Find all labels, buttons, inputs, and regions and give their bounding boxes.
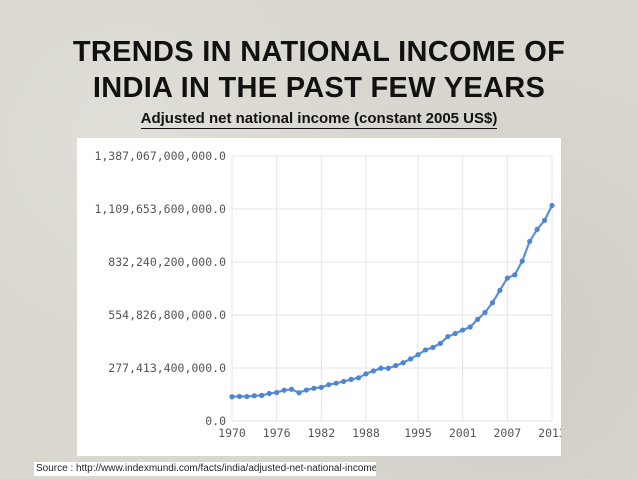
data-point xyxy=(370,368,376,374)
data-point xyxy=(460,327,466,333)
data-point xyxy=(437,340,443,347)
data-point xyxy=(281,387,287,393)
y-tick-label: 1,109,653,600,000.0 xyxy=(94,202,226,216)
data-point xyxy=(274,389,280,396)
data-point xyxy=(415,352,421,358)
data-point xyxy=(482,309,488,316)
y-tick-label: 277,413,400,000.0 xyxy=(108,361,226,375)
data-point xyxy=(259,392,265,398)
data-point xyxy=(497,287,503,293)
data-point xyxy=(288,386,295,392)
data-point xyxy=(385,365,391,371)
x-tick-label: 1976 xyxy=(263,426,291,440)
data-point xyxy=(326,382,332,388)
data-point xyxy=(527,238,533,245)
data-point xyxy=(400,360,406,366)
x-tick-label: 1988 xyxy=(352,426,380,440)
x-tick-label: 2013 xyxy=(538,426,561,440)
data-point xyxy=(296,390,302,396)
chart-panel: 0.0 277,413,400,000.0 554,826,800,000.0 832… xyxy=(77,138,566,456)
y-tick-label: 1,387,067,000,000.0 xyxy=(94,149,226,163)
data-point xyxy=(303,387,310,393)
data-point xyxy=(430,344,436,351)
x-tick-label: 2001 xyxy=(449,426,477,440)
data-point xyxy=(333,380,339,386)
source-citation: Source : http://www.indexmundi.com/facts… xyxy=(34,462,376,476)
data-point xyxy=(341,378,347,385)
data-point xyxy=(474,316,481,322)
data-point xyxy=(549,202,555,209)
data-point xyxy=(519,258,525,264)
x-tick-label: 1995 xyxy=(404,426,432,440)
data-point xyxy=(408,356,414,362)
data-point xyxy=(348,376,354,382)
data-point xyxy=(512,272,518,278)
data-point xyxy=(244,393,250,400)
data-point xyxy=(452,330,458,337)
data-point xyxy=(467,324,473,330)
y-tick-label: 554,826,800,000.0 xyxy=(108,308,226,322)
data-point xyxy=(534,226,540,232)
data-point xyxy=(393,362,399,369)
line-chart: 0.0 277,413,400,000.0 554,826,800,000.0 832… xyxy=(94,149,565,440)
data-point xyxy=(229,394,235,400)
slide-title: TRENDS IN NATIONAL INCOME OF INDIA IN TH… xyxy=(0,34,638,106)
data-point xyxy=(445,333,451,340)
title-line-1: TRENDS IN NATIONAL INCOME OF xyxy=(72,36,566,68)
data-point xyxy=(541,217,548,223)
data-point xyxy=(355,375,362,381)
data-point xyxy=(311,385,317,391)
title-line-2: INDIA IN THE PAST FEW YEARS xyxy=(92,72,546,104)
data-point xyxy=(236,393,243,399)
data-point xyxy=(378,365,384,371)
data-point xyxy=(489,300,496,306)
data-point xyxy=(266,390,272,397)
x-tick-label: 2007 xyxy=(493,426,521,440)
data-point xyxy=(363,371,369,377)
data-point xyxy=(422,347,429,353)
data-point xyxy=(318,384,324,390)
x-tick-label: 1970 xyxy=(218,426,246,440)
chart-subtitle: Adjusted net national income (constant 2… xyxy=(0,110,638,129)
data-point xyxy=(504,275,510,281)
x-tick-label: 1982 xyxy=(307,426,335,440)
y-tick-label: 0.0 xyxy=(205,414,226,428)
data-point xyxy=(251,393,257,399)
chart-subtitle-text: Adjusted net national income (constant 2… xyxy=(140,110,498,129)
y-tick-label: 832,240,200,000.0 xyxy=(108,255,226,269)
